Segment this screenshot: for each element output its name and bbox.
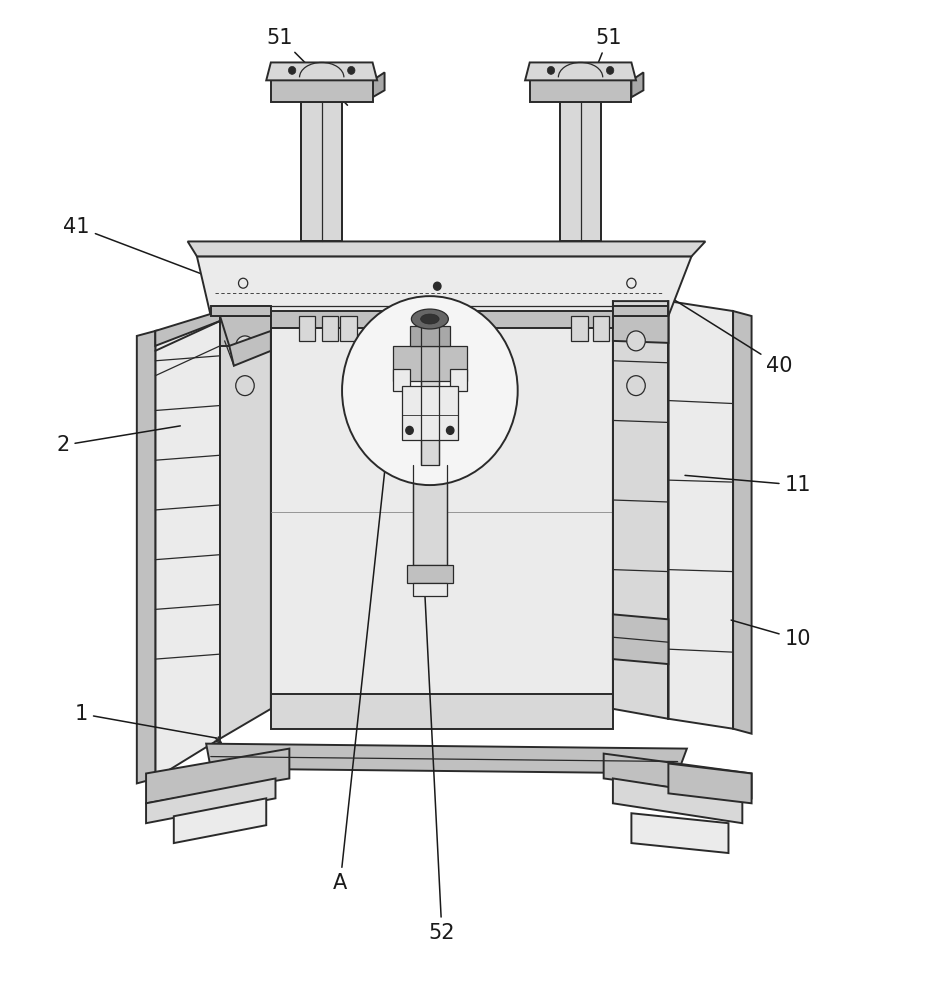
Polygon shape [206,744,687,773]
Bar [392,346,467,381]
Polygon shape [271,311,613,328]
Polygon shape [271,316,613,709]
Polygon shape [571,316,588,341]
Polygon shape [271,694,613,729]
Polygon shape [188,241,705,256]
Polygon shape [613,778,742,823]
Polygon shape [299,316,315,341]
Polygon shape [669,764,751,803]
Circle shape [547,66,554,74]
Polygon shape [146,778,275,823]
Text: 52: 52 [423,567,455,943]
Polygon shape [631,813,728,853]
Polygon shape [266,62,378,80]
Polygon shape [525,62,636,80]
Polygon shape [613,614,669,664]
Polygon shape [613,316,669,343]
Circle shape [235,376,254,396]
Bar [409,326,450,346]
Text: 1: 1 [74,704,218,738]
Circle shape [235,336,254,356]
Polygon shape [155,311,220,346]
Bar [450,369,467,391]
Polygon shape [322,316,339,341]
Polygon shape [733,311,751,734]
Polygon shape [604,754,751,798]
Polygon shape [592,316,609,341]
Polygon shape [613,306,669,316]
Circle shape [606,66,614,74]
Polygon shape [340,316,357,341]
Circle shape [433,282,441,290]
Bar [406,565,453,583]
Polygon shape [631,72,644,97]
Text: 10: 10 [731,620,811,649]
Polygon shape [174,798,266,843]
Polygon shape [155,321,220,778]
Polygon shape [669,301,733,729]
Bar [413,465,446,565]
Circle shape [348,66,355,74]
Polygon shape [271,80,373,102]
Text: 41: 41 [63,217,232,285]
Bar [392,369,409,391]
Circle shape [342,296,518,485]
Polygon shape [373,72,385,97]
Bar [420,326,439,465]
Bar [301,102,342,241]
Circle shape [627,376,645,396]
Ellipse shape [411,309,448,329]
Text: 51: 51 [267,28,348,105]
Polygon shape [530,80,631,102]
Bar [402,386,458,440]
Bar [413,583,446,596]
Text: 40: 40 [671,298,792,376]
Text: A: A [333,458,386,893]
Polygon shape [220,316,271,346]
Polygon shape [220,321,271,739]
Polygon shape [211,306,271,316]
Text: 2: 2 [56,426,180,455]
Text: 51: 51 [581,28,621,105]
Circle shape [288,66,296,74]
Circle shape [446,426,454,434]
Bar [560,102,601,241]
Polygon shape [146,749,289,803]
Circle shape [627,331,645,351]
Polygon shape [137,331,155,783]
Ellipse shape [420,314,439,324]
Circle shape [405,426,413,434]
Polygon shape [197,256,692,316]
Text: 11: 11 [685,475,811,495]
Polygon shape [613,301,669,719]
Polygon shape [230,331,271,366]
